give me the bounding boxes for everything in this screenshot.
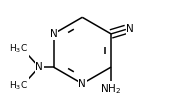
Text: H$_3$C: H$_3$C bbox=[9, 42, 28, 55]
Text: N: N bbox=[50, 29, 57, 39]
Text: N: N bbox=[78, 79, 86, 89]
Text: N: N bbox=[126, 24, 134, 34]
Text: H$_3$C: H$_3$C bbox=[9, 80, 28, 92]
Text: N: N bbox=[35, 62, 43, 72]
Text: NH$_2$: NH$_2$ bbox=[101, 82, 122, 96]
